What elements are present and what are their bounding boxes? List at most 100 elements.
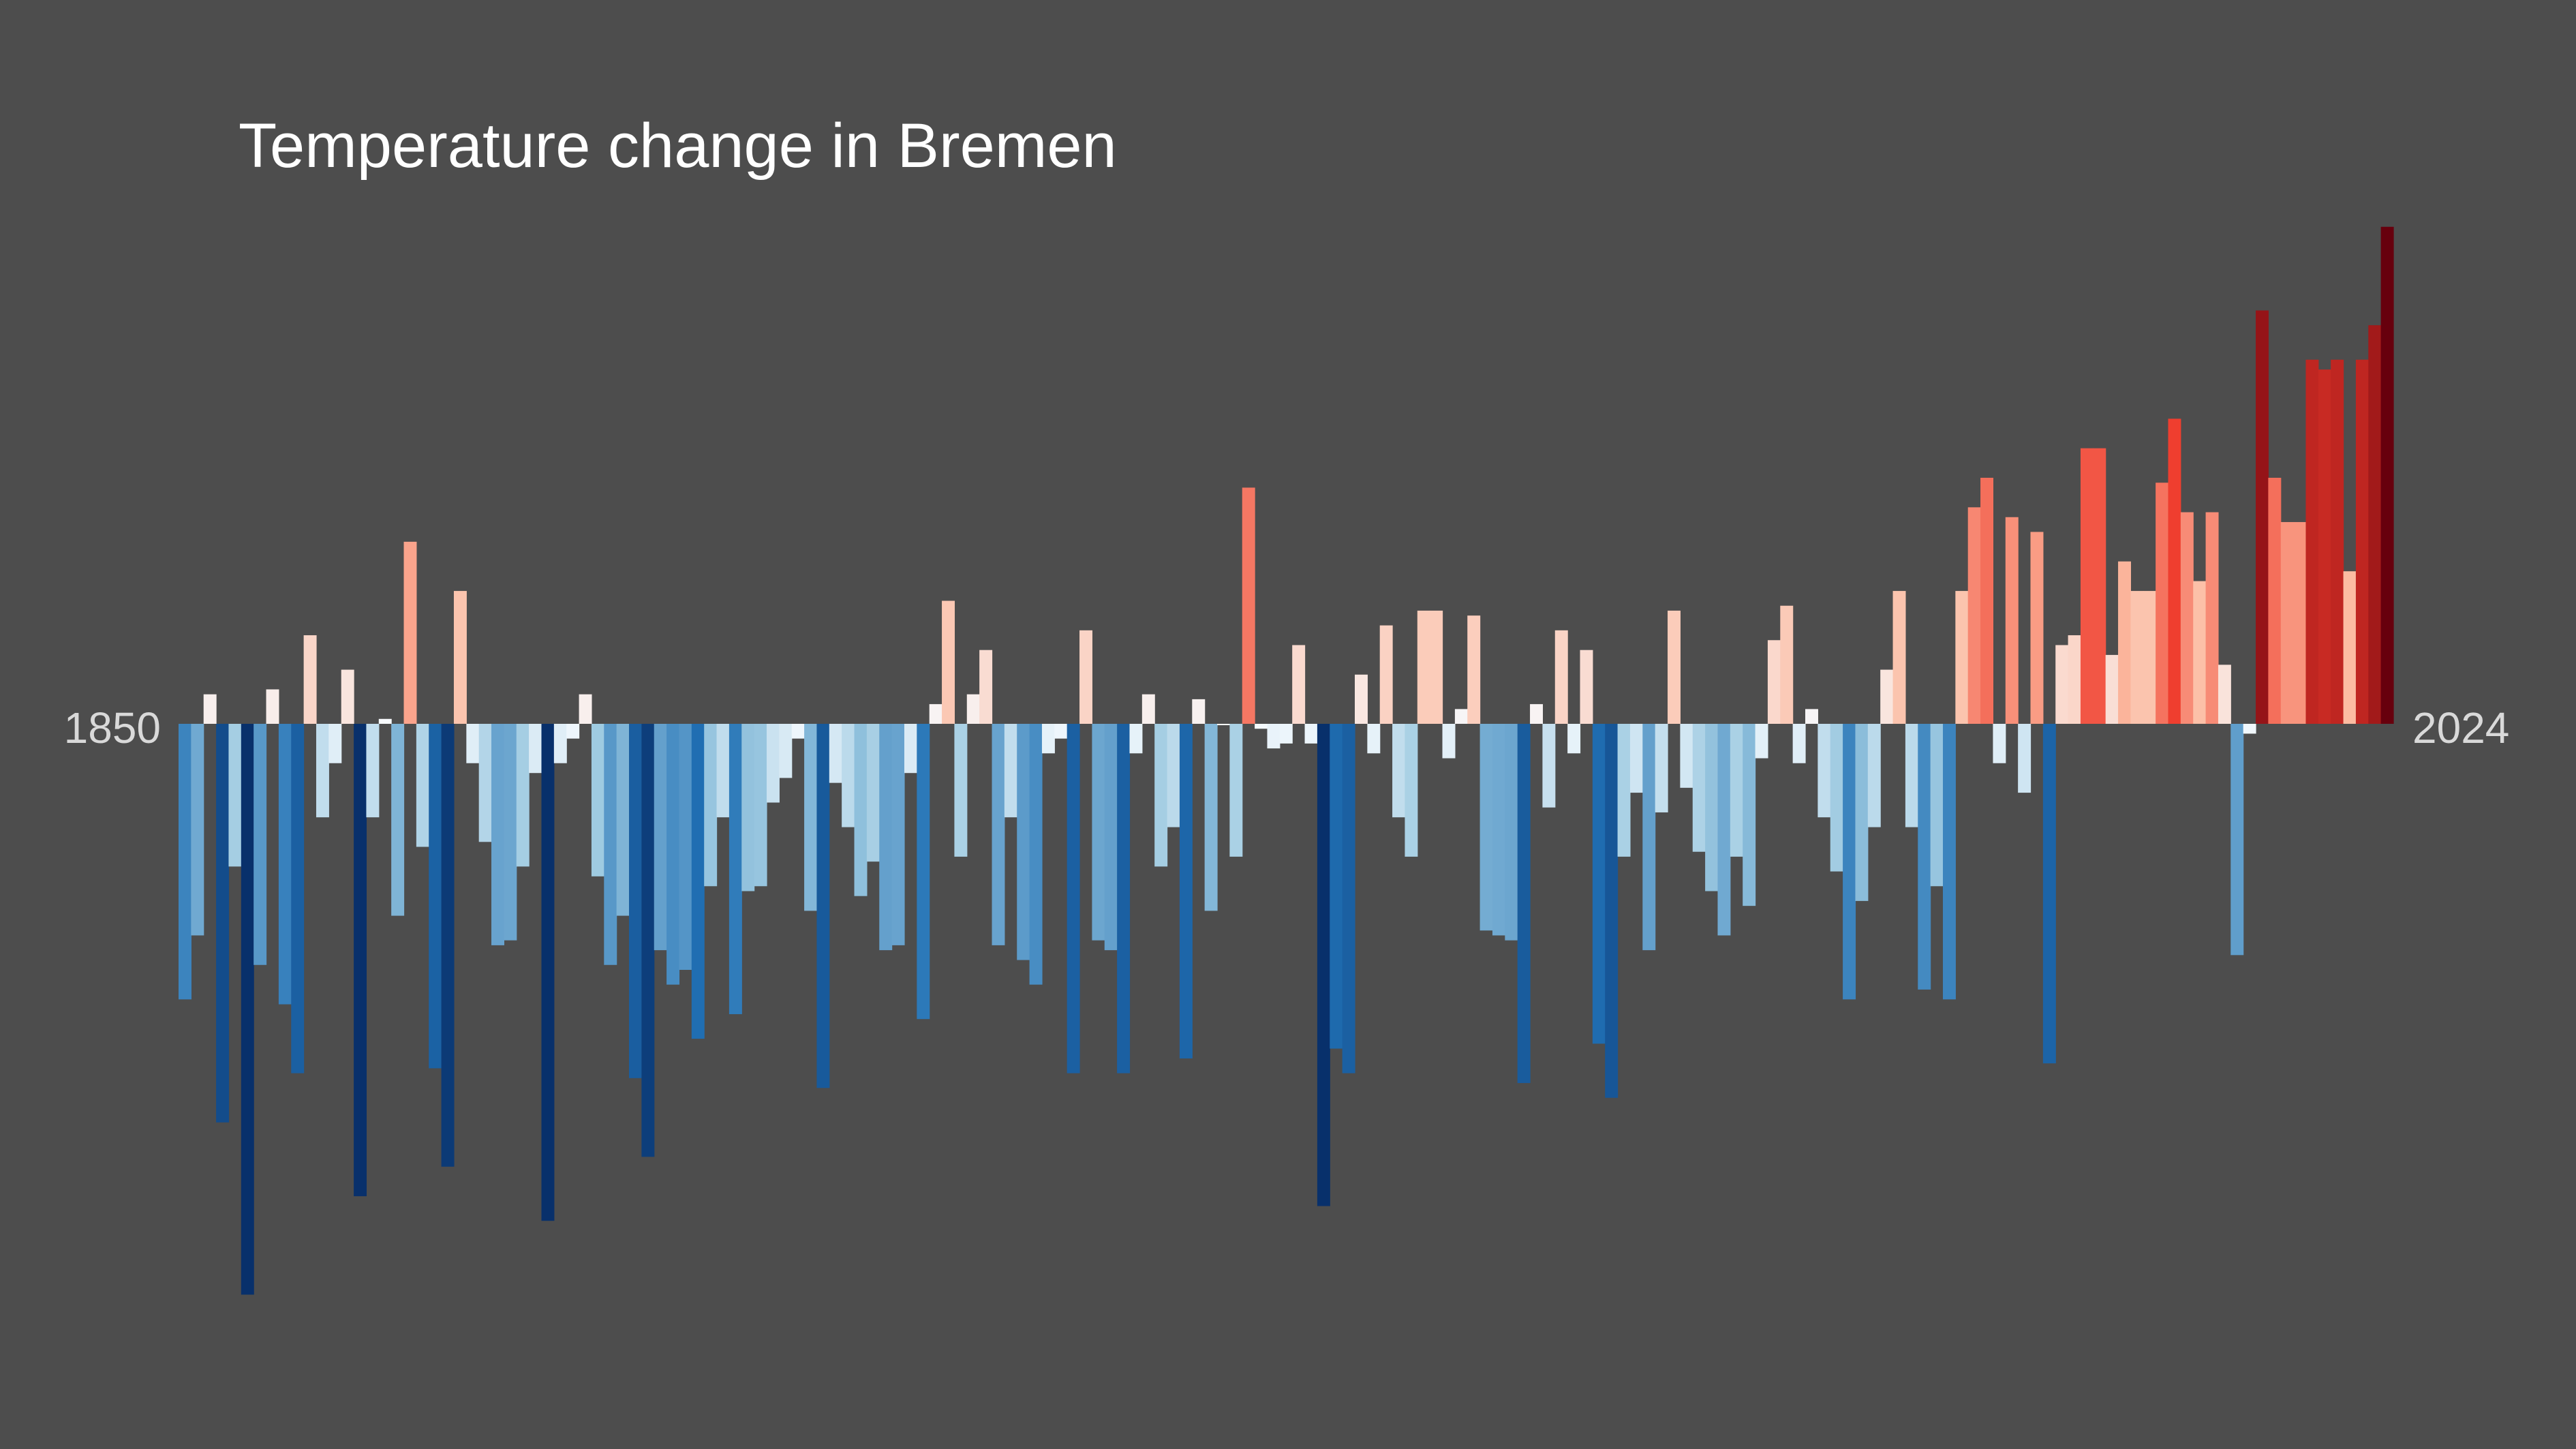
bar-1875 <box>491 724 504 945</box>
bar-1954 <box>1479 724 1493 931</box>
bar-1934 <box>1229 724 1243 857</box>
bar-1951 <box>1442 724 1456 759</box>
bar-1894 <box>729 724 742 1014</box>
bar-1999 <box>2042 724 2056 1064</box>
bar-1979 <box>1792 724 1806 763</box>
bar-1885 <box>616 724 630 916</box>
bar-1877 <box>516 724 530 867</box>
bar-1897 <box>766 724 780 803</box>
bar-1902 <box>829 724 842 783</box>
bar-1937 <box>1267 724 1281 749</box>
bar-undefined <box>2368 325 2382 724</box>
bar-1972 <box>1705 724 1719 891</box>
bar-1889 <box>666 724 680 985</box>
bar-1993 <box>1967 507 1981 724</box>
bar-2006 <box>2130 591 2144 724</box>
bar-2016 <box>2256 310 2269 724</box>
bar-1981 <box>1818 724 1831 818</box>
bar-1920 <box>1054 724 1068 739</box>
bar-2009 <box>2168 418 2181 724</box>
bar-1880 <box>553 724 567 763</box>
bar-1953 <box>1467 615 1481 724</box>
bar-1988 <box>1905 724 1918 827</box>
bar-1982 <box>1830 724 1843 872</box>
bar-1977 <box>1767 640 1781 724</box>
bar-1872 <box>453 591 467 724</box>
bar-1911 <box>942 600 955 724</box>
bar-1860 <box>303 635 317 724</box>
bar-1930 <box>1179 724 1193 1058</box>
bar-1961 <box>1567 724 1581 754</box>
bar-1919 <box>1041 724 1055 754</box>
bar-1938 <box>1279 724 1293 744</box>
bar-1876 <box>504 724 517 941</box>
bar-1958 <box>1530 704 1544 724</box>
bar-1859 <box>291 724 305 1073</box>
bar-1850 <box>179 724 191 1000</box>
bar-1964 <box>1605 724 1619 1098</box>
bar-2022 <box>2331 359 2344 724</box>
bar-1881 <box>566 724 580 739</box>
bar-1949 <box>1417 610 1430 724</box>
bar-1983 <box>1843 724 1856 1000</box>
bar-1944 <box>1354 674 1368 724</box>
bar-1914 <box>979 650 993 724</box>
bar-1852 <box>203 694 217 724</box>
bar-1978 <box>1780 605 1794 724</box>
bar-2023 <box>2343 571 2357 724</box>
bar-1970 <box>1680 724 1693 788</box>
bar-1942 <box>1330 724 1343 1049</box>
bar-1913 <box>966 694 980 724</box>
bar-1892 <box>704 724 718 887</box>
bar-2010 <box>2180 512 2194 724</box>
bar-1856 <box>254 724 267 965</box>
bar-1874 <box>478 724 492 842</box>
bar-1890 <box>679 724 692 970</box>
bar-1996 <box>2005 517 2019 724</box>
bar-2020 <box>2305 359 2319 724</box>
bar-1985 <box>1867 724 1881 827</box>
bar-1904 <box>854 724 868 896</box>
bar-1991 <box>1942 724 1956 1000</box>
bar-1963 <box>1592 724 1606 1044</box>
bar-1986 <box>1880 669 1894 724</box>
bar-1855 <box>241 724 254 1295</box>
bar-1935 <box>1242 487 1255 724</box>
bar-1915 <box>992 724 1005 945</box>
bar-1932 <box>1204 724 1218 911</box>
bar-1925 <box>1117 724 1131 1073</box>
start-year-label: 1850 <box>64 703 161 752</box>
bar-1962 <box>1580 650 1593 724</box>
bar-1878 <box>529 724 542 774</box>
bar-1899 <box>791 724 805 739</box>
bar-1868 <box>403 541 417 724</box>
bar-1939 <box>1292 645 1306 724</box>
bar-1936 <box>1255 724 1268 729</box>
bar-1948 <box>1405 724 1418 857</box>
chart-title: Temperature change in Bremen <box>239 111 1117 181</box>
bar-2017 <box>2268 478 2282 724</box>
bar-2024 <box>2355 359 2369 724</box>
bar-1861 <box>316 724 329 818</box>
bar-1905 <box>866 724 880 862</box>
bar-1907 <box>891 724 905 945</box>
bar-1866 <box>378 718 392 724</box>
bar-1945 <box>1367 724 1381 754</box>
bar-2004 <box>2105 654 2119 724</box>
bar-1969 <box>1668 610 1681 724</box>
bar-1888 <box>654 724 667 951</box>
end-year-label: 2024 <box>2412 703 2509 752</box>
bar-1966 <box>1629 724 1643 793</box>
bar-1871 <box>441 724 455 1167</box>
bar-2018 <box>2280 521 2294 724</box>
bar-1968 <box>1655 724 1668 812</box>
bar-2003 <box>2093 448 2106 724</box>
bar-1957 <box>1517 724 1531 1084</box>
bar-1974 <box>1730 724 1743 857</box>
bar-1923 <box>1092 724 1105 941</box>
bar-1853 <box>216 724 230 1123</box>
bar-1854 <box>228 724 242 867</box>
bar-1865 <box>366 724 380 818</box>
